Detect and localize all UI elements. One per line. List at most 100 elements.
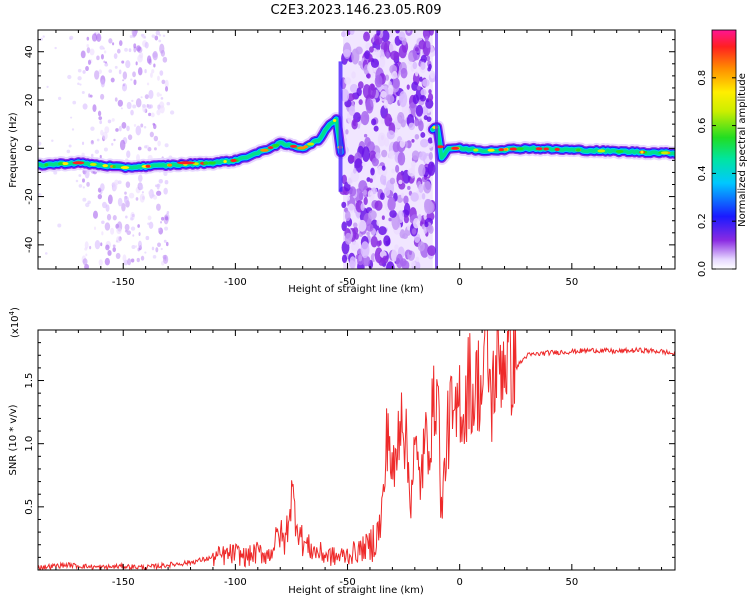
noise-speckle	[130, 78, 133, 81]
y-tick-label: 0.5	[24, 499, 35, 515]
y-tick-label: 20	[24, 94, 35, 107]
noise-speckle	[374, 74, 383, 88]
noise-speckle	[410, 260, 416, 267]
noise-speckle	[122, 254, 127, 262]
noise-speckle	[38, 141, 42, 146]
noise-speckle	[127, 134, 133, 141]
noise-speckle	[112, 42, 115, 46]
noise-speckle	[157, 140, 161, 147]
noise-speckle	[160, 221, 163, 224]
ridge-hotspot	[112, 165, 116, 169]
noise-speckle	[358, 253, 363, 262]
noise-speckle	[86, 44, 89, 48]
noise-speckle	[159, 43, 165, 54]
noise-speckle	[97, 193, 103, 200]
noise-speckle	[417, 241, 425, 252]
noise-speckle	[94, 226, 97, 231]
noise-speckle	[42, 35, 45, 38]
ridge-hotspot	[231, 159, 236, 163]
noise-speckle	[368, 54, 373, 62]
noise-speckle	[351, 48, 360, 65]
noise-speckle	[115, 252, 121, 259]
spectrogram-ticks: -150 -100 -50 0 50 -40 -20 0 20 40	[24, 30, 675, 288]
noise-speckle	[152, 122, 156, 126]
noise-speckle	[153, 135, 159, 142]
noise-speckle	[143, 35, 147, 39]
noise-speckle	[349, 30, 355, 35]
noise-speckle	[391, 70, 398, 79]
noise-speckle	[366, 223, 374, 232]
noise-speckle	[354, 158, 363, 173]
noise-speckle	[418, 183, 424, 194]
noise-speckle	[96, 33, 102, 42]
noise-speckle	[117, 180, 122, 185]
x-tick-label: -100	[224, 577, 247, 588]
noise-speckle	[153, 147, 157, 151]
noise-speckle	[370, 236, 378, 248]
noise-speckle	[419, 76, 423, 82]
noise-speckle	[129, 35, 133, 39]
noise-speckle	[102, 47, 106, 50]
noise-speckle	[411, 161, 416, 168]
noise-speckle	[349, 83, 359, 93]
x-tick-label: 50	[565, 577, 578, 588]
noise-speckle	[82, 197, 87, 202]
noise-speckle	[383, 99, 389, 109]
ridge-hotspot	[487, 148, 495, 152]
noise-speckle	[352, 222, 358, 228]
noise-speckle	[391, 168, 395, 174]
snr-multiplier: (x104)	[8, 307, 21, 338]
noise-speckle	[159, 70, 164, 76]
noise-speckle	[135, 245, 138, 248]
noise-speckle	[100, 183, 105, 192]
noise-speckle	[388, 41, 397, 54]
noise-speckle	[353, 167, 357, 174]
ridge-hotspot	[615, 149, 624, 153]
noise-speckle	[420, 54, 427, 64]
noise-speckle	[341, 221, 347, 232]
noise-speckle	[105, 244, 110, 251]
noise-speckle	[421, 193, 426, 200]
noise-speckle	[412, 94, 419, 105]
x-tick-label: 0	[456, 577, 462, 588]
noise-speckle	[131, 244, 136, 249]
noise-speckle	[166, 101, 171, 106]
noise-speckle	[424, 36, 429, 42]
noise-speckle	[386, 261, 395, 269]
noise-speckle	[393, 51, 400, 59]
noise-speckle	[85, 253, 88, 257]
noise-speckle	[375, 49, 381, 58]
noise-speckle	[424, 221, 429, 228]
noise-speckle	[156, 203, 161, 211]
noise-speckle	[366, 73, 371, 79]
noise-speckle	[124, 47, 128, 52]
noise-speckle	[126, 101, 132, 110]
x-tick-label: -50	[339, 277, 355, 288]
noise-speckle	[140, 96, 143, 99]
colorbar-tick-label: 0.0	[697, 261, 708, 277]
colorbar-tick-label: 0.4	[697, 165, 708, 181]
noise-speckle	[158, 39, 162, 43]
noise-speckle	[162, 56, 168, 63]
noise-speckle	[54, 46, 57, 50]
noise-speckle	[406, 30, 411, 33]
noise-speckle	[407, 185, 411, 190]
noise-speckle	[84, 263, 90, 269]
y-tick-label: 0	[24, 145, 35, 151]
snr-frame	[37, 329, 676, 571]
noise-speckle	[155, 30, 161, 36]
noise-speckle	[376, 30, 381, 36]
noise-speckle	[143, 125, 147, 129]
ridge-hotspot	[640, 150, 644, 154]
noise-speckle	[86, 36, 90, 41]
noise-speckle	[148, 190, 152, 196]
noise-speckle	[158, 34, 162, 37]
noise-speckle	[382, 255, 389, 264]
noise-speckle	[398, 44, 407, 59]
noise-speckle	[408, 102, 418, 118]
noise-speckle	[114, 97, 118, 102]
noise-speckle	[51, 139, 54, 143]
ridge-hotspot	[473, 148, 479, 152]
noise-speckle	[144, 68, 147, 74]
noise-speckle	[425, 201, 435, 214]
